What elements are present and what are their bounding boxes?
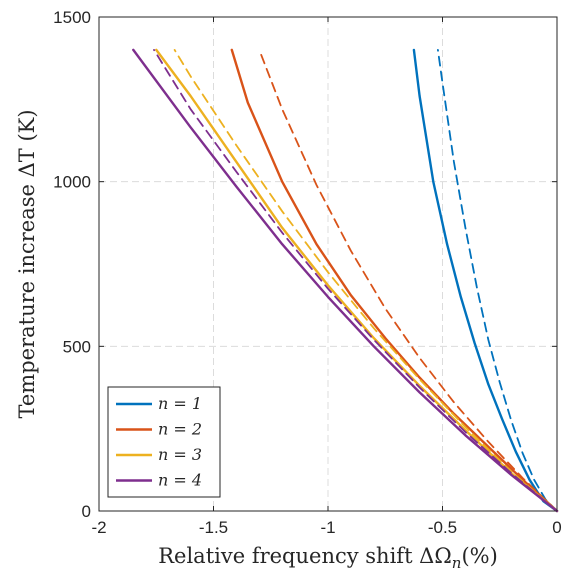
y-tick-label: 500 xyxy=(63,337,91,356)
x-tick-label: -2 xyxy=(91,518,106,537)
series-line-3-dashed xyxy=(258,49,558,512)
legend-label: n = 4 xyxy=(158,471,202,490)
y-tick-label: 0 xyxy=(82,502,91,521)
series-line-2-solid xyxy=(230,48,559,513)
y-axis-title: Temperature increase ΔT (K) xyxy=(15,109,39,418)
series-line-6-solid xyxy=(132,48,559,513)
series-line-7-dashed xyxy=(153,49,558,512)
x-tick-label: -1 xyxy=(320,518,335,537)
x-axis-title-sub: n xyxy=(452,554,462,572)
series-line-0-solid xyxy=(412,48,559,513)
x-tick-label: -0.5 xyxy=(428,518,457,537)
legend-label: n = 3 xyxy=(158,445,202,464)
x-tick-label: -1.5 xyxy=(199,518,228,537)
legend-label: n = 1 xyxy=(158,394,202,413)
series-layer xyxy=(132,48,559,513)
legend-box xyxy=(107,386,221,498)
x-axis-title-unit: (%) xyxy=(461,544,497,568)
series-line-1-dashed xyxy=(436,49,558,512)
x-axis-title-main: Relative frequency shift ΔΩ xyxy=(158,544,452,568)
y-tick-label: 1500 xyxy=(53,8,91,27)
series-line-5-dashed xyxy=(173,49,558,512)
axis-ticks: -2 -1.5 -1 -0.5 0 0 500 1000 1500 xyxy=(53,8,562,537)
legend: n = 1 n = 2 n = 3 n = 4 xyxy=(107,386,221,498)
legend-label: n = 2 xyxy=(158,420,202,439)
x-tick-label: 0 xyxy=(552,518,561,537)
y-tick-label: 1000 xyxy=(53,173,91,192)
x-axis-title: Relative frequency shift ΔΩn(%) xyxy=(158,544,498,572)
